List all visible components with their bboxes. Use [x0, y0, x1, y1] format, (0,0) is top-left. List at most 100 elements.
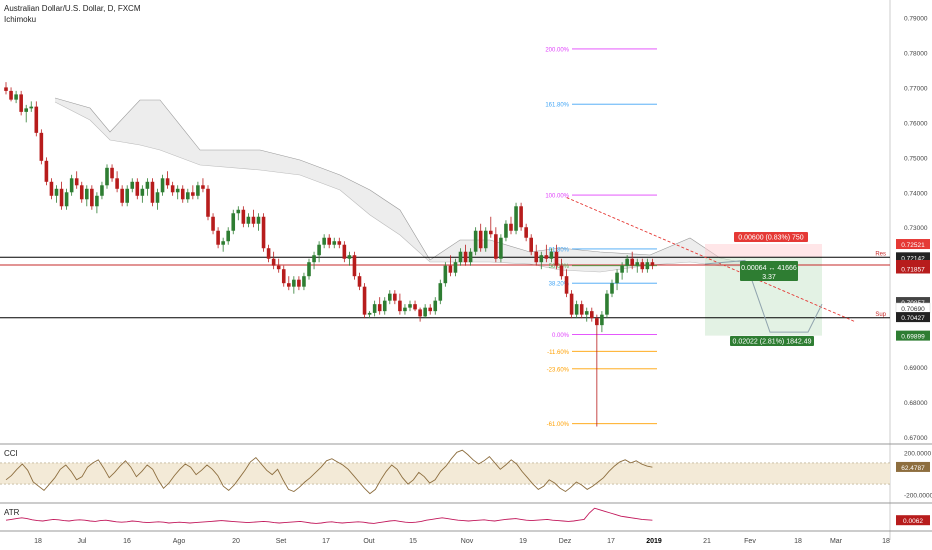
- atr-value-bg: [896, 515, 930, 526]
- x-tick-label: Mar: [830, 538, 843, 545]
- candle-body: [554, 251, 559, 266]
- candle-body: [377, 304, 382, 312]
- risk-reward-ratio: 3.37: [762, 274, 776, 281]
- candle-body: [165, 178, 170, 186]
- x-tick-label: Jul: [78, 538, 87, 545]
- y-tick-label: 0.68000: [904, 400, 928, 407]
- candle-body: [216, 230, 220, 245]
- candle-body: [44, 160, 49, 182]
- indicator-label: Ichimoku: [4, 15, 37, 24]
- candle-body: [428, 307, 432, 312]
- candle-body: [266, 248, 271, 259]
- candle-body: [398, 300, 402, 312]
- candle-body: [211, 216, 215, 231]
- cci-label: CCI: [4, 449, 18, 458]
- x-axis: 18 Jul 16 Ago 20 Set 17 Out 15 Nov 19 Dez 17 2019 21 Fe…: [34, 538, 890, 545]
- candle-body: [85, 188, 89, 200]
- candle-body: [307, 262, 311, 277]
- chart-title: Australian Dollar/U.S. Dollar, D, FXCM: [4, 4, 141, 13]
- stop-loss-label-bg: [734, 232, 808, 242]
- x-tick-label: 16: [123, 538, 131, 545]
- candle-body: [605, 293, 609, 315]
- price-tag-bg: [896, 297, 930, 308]
- candle-body: [438, 283, 443, 301]
- candle-body: [231, 213, 236, 231]
- candle-body: [39, 132, 44, 161]
- candle-body: [529, 237, 533, 252]
- take-profit-label-bg: [730, 336, 814, 346]
- candle-body: [130, 181, 135, 189]
- y-tick-label: 0.67000: [904, 435, 928, 442]
- x-tick-label: 18: [34, 538, 42, 545]
- y-tick-label: 0.69000: [904, 365, 928, 372]
- candle-body: [443, 265, 448, 284]
- fib-level-label: 161.80%: [545, 103, 569, 109]
- fib-level-label: -61.00%: [547, 422, 570, 428]
- candle-body: [499, 237, 503, 259]
- price-tag-bg: [896, 239, 930, 250]
- risk-reward-label: 0.00064 ↔ 41666: [741, 265, 797, 272]
- candle-body: [155, 192, 160, 203]
- candle-body: [49, 181, 54, 196]
- candle-body: [433, 300, 438, 312]
- candle-body: [226, 230, 230, 242]
- candle-body: [569, 293, 574, 315]
- candle-body: [196, 185, 200, 196]
- candle-body: [312, 255, 316, 263]
- candle-body: [115, 178, 119, 189]
- candle-body: [297, 279, 301, 287]
- y-tick-label: 0.73000: [904, 225, 928, 232]
- candle-body: [271, 258, 276, 266]
- candle-body: [559, 265, 564, 277]
- candle-body: [110, 167, 114, 179]
- candle-body: [140, 188, 145, 196]
- candle-body: [135, 181, 140, 196]
- cci-band: [0, 462, 890, 485]
- cci-value-bg: [896, 461, 930, 472]
- candle-body: [95, 195, 99, 207]
- candle-body: [489, 230, 493, 235]
- price-tag: 0.69899: [901, 334, 925, 341]
- level-label: Res: [875, 251, 886, 257]
- candle-body: [337, 241, 342, 245]
- y-tick-label: 0.78000: [904, 50, 928, 57]
- price-tag-bg: [896, 330, 930, 341]
- candle-body: [483, 230, 488, 249]
- cci-value-tag: 62.4787: [901, 465, 925, 472]
- fib-level-label: 200.00%: [545, 47, 569, 53]
- price-tag: 0.70427: [901, 315, 925, 322]
- price-tag: 0.70690: [901, 306, 925, 313]
- price-tag: 0.72142: [901, 255, 925, 262]
- stop-loss-zone: [705, 244, 822, 258]
- candle-body: [191, 192, 195, 196]
- ichimoku-span-a: [54, 97, 741, 263]
- candle-body: [413, 304, 417, 310]
- candle-body: [29, 106, 34, 109]
- candle-body: [388, 293, 392, 301]
- candle-body: [342, 244, 347, 259]
- ichimoku-cloud: [55, 98, 740, 272]
- candle-body: [120, 188, 124, 203]
- candle-body: [287, 283, 291, 287]
- y-tick-label: 0.79000: [904, 15, 928, 22]
- price-tag: 0.71857: [901, 266, 925, 273]
- candle-body: [14, 94, 18, 100]
- candle-body: [206, 188, 210, 217]
- candle-body: [650, 262, 655, 266]
- take-profit-label: 0.02022 (2.81%) 1842.49: [732, 339, 811, 346]
- candle-body: [544, 255, 549, 259]
- candle-body: [4, 87, 8, 91]
- candle-body: [332, 241, 337, 245]
- x-tick-label: 20: [232, 538, 240, 545]
- candle-body: [590, 311, 594, 319]
- x-tick-label: Out: [363, 538, 374, 545]
- x-tick-label: 17: [322, 538, 330, 545]
- candle-body: [453, 262, 458, 273]
- downtrend-line: [566, 197, 856, 323]
- level-label: Sup: [875, 312, 886, 318]
- candle-body: [150, 181, 155, 203]
- candle-body: [564, 276, 569, 294]
- candle-body: [180, 188, 185, 200]
